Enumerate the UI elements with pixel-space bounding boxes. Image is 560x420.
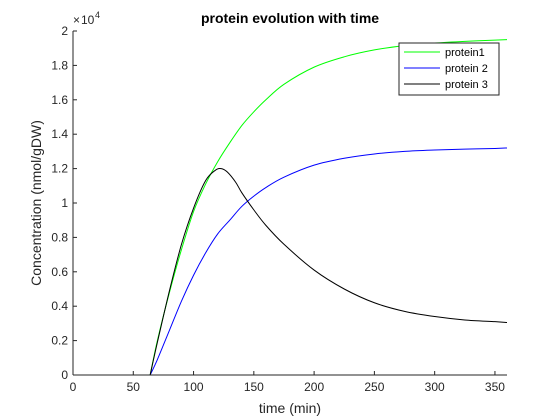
x-tick-label: 100	[184, 380, 204, 394]
y-tick-label: 0.6	[51, 265, 68, 279]
x-ticks: 0 50 100 150 200 250 300 350	[70, 371, 505, 394]
y-tick-label: 1.4	[51, 127, 68, 141]
x-tick-label: 300	[425, 380, 445, 394]
y-multiplier-symbol: ×	[73, 13, 80, 27]
legend-label-2: protein 2	[445, 63, 488, 75]
y-tick-label: 0.2	[51, 334, 68, 348]
legend-entries: protein1 protein 2 protein 3	[404, 47, 488, 91]
legend-label-1: protein1	[445, 47, 485, 59]
x-tick-label: 0	[70, 380, 77, 394]
y-tick-label: 2	[61, 24, 68, 38]
y-tick-label: 0.4	[51, 299, 68, 313]
x-tick-label: 350	[485, 380, 505, 394]
y-multiplier-exponent: 4	[95, 10, 100, 20]
y-ticks: 0 0.2 0.4 0.6 0.8 1 1.2 1.4 1.6 1.8 2	[51, 24, 77, 382]
y-tick-label: 1	[61, 196, 68, 210]
x-tick-label: 50	[127, 380, 141, 394]
series-line-2	[149, 147, 508, 376]
y-tick-label: 0	[61, 368, 68, 382]
y-tick-label: 1.8	[51, 58, 68, 72]
y-tick-label: 1.6	[51, 93, 68, 107]
x-tick-label: 200	[304, 380, 324, 394]
x-tick-label: 250	[364, 380, 384, 394]
y-tick-label: 0.8	[51, 230, 68, 244]
x-axis-label: time (min)	[259, 400, 321, 416]
y-tick-label: 1.2	[51, 162, 68, 176]
chart-title: protein evolution with time	[201, 10, 379, 26]
series-line-3	[149, 167, 508, 376]
y-axis-multiplier: × 10 4	[73, 10, 100, 27]
legend: protein1 protein 2 protein 3	[398, 42, 500, 96]
y-axis-label: Concentration (nmol/gDW)	[28, 120, 44, 286]
x-tick-label: 150	[244, 380, 264, 394]
y-multiplier-base: 10	[81, 13, 95, 27]
legend-label-3: protein 3	[445, 79, 488, 91]
